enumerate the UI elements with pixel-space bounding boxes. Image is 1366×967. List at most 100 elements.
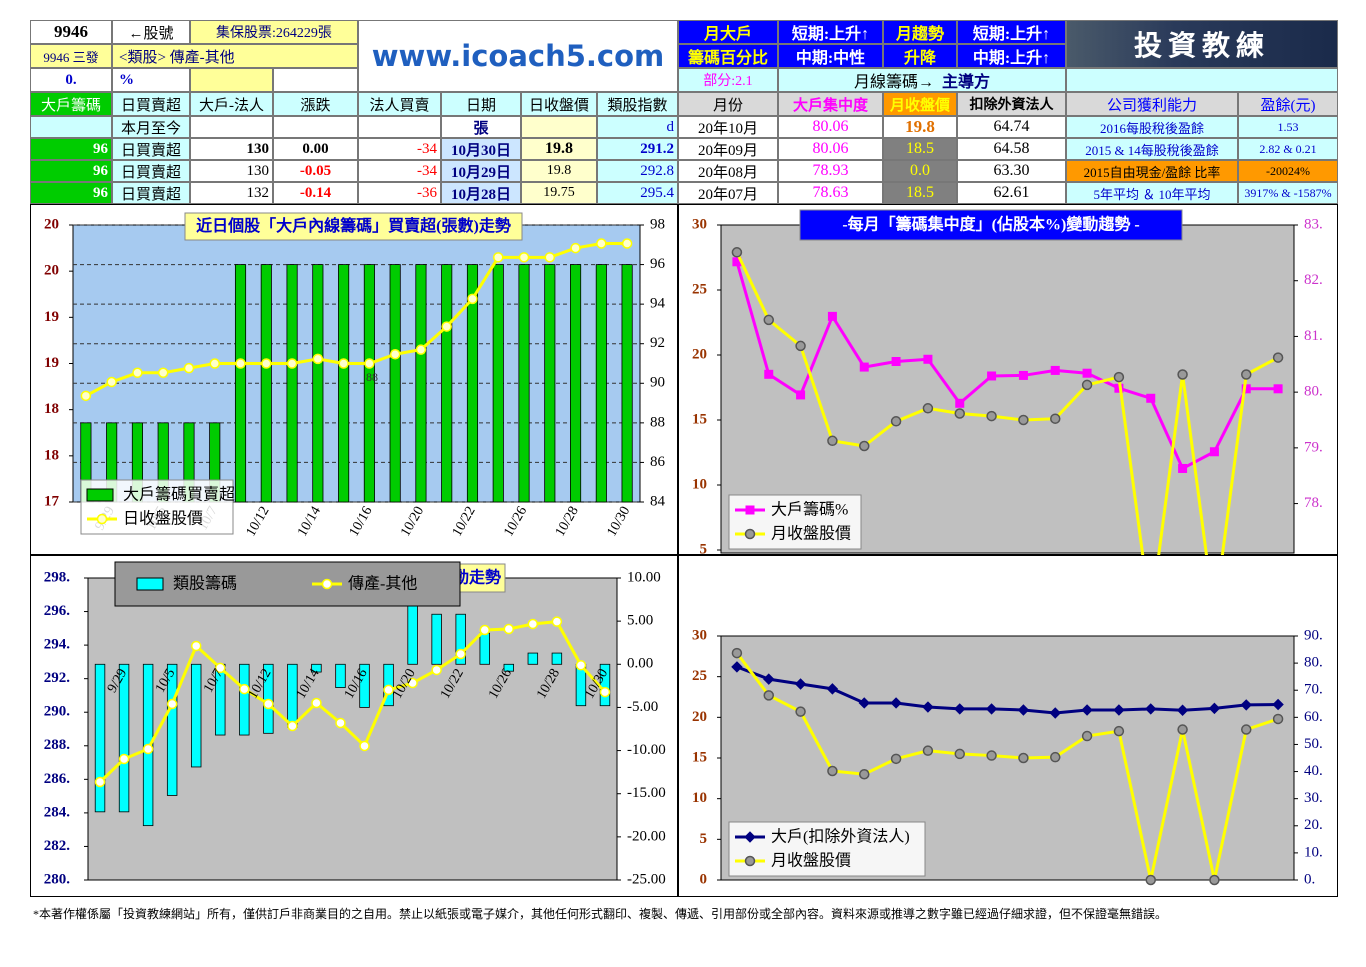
y-tick-label: 5	[700, 541, 708, 557]
legend-marker	[744, 855, 756, 867]
y2-tick-label: -5.00	[627, 699, 658, 715]
legend-label: 日收盤股價	[123, 510, 203, 528]
dominant: 月線籌碼→ 主導方	[778, 68, 1066, 92]
data-point	[441, 321, 452, 332]
column-header: 盈餘(元)	[1238, 92, 1338, 116]
table-cell: 64.74	[957, 116, 1066, 138]
data-point	[1050, 413, 1061, 424]
y-tick-label: 18	[44, 447, 59, 463]
chart-title: -每月「籌碼集中度」(佔股本%)變動趨勢 -	[842, 215, 1139, 234]
series-line	[98, 620, 607, 784]
data-point	[891, 357, 901, 366]
data-point	[1018, 752, 1029, 764]
data-point	[503, 623, 515, 635]
y2-tick-label: 0.00	[627, 656, 653, 672]
data-point	[544, 252, 556, 263]
data-point	[1272, 713, 1284, 725]
bar	[621, 264, 633, 503]
table-cell: 2015 & 14每股稅後盈餘	[1066, 138, 1238, 160]
column-header: 月收盤價	[883, 92, 957, 116]
bar	[311, 663, 322, 673]
stock-id: 9946	[30, 20, 112, 44]
legend-marker	[321, 578, 333, 590]
legend-box	[728, 494, 862, 550]
table-cell: 130	[190, 138, 273, 160]
pct-value: 0.	[30, 68, 112, 92]
data-point	[1273, 384, 1283, 394]
table-cell: d	[597, 116, 678, 138]
data-point	[599, 686, 611, 698]
data-point	[1208, 702, 1221, 715]
blank	[190, 68, 273, 92]
y2-tick-label: -10.00	[627, 742, 666, 758]
title-box	[184, 212, 523, 241]
logo: 投資教練	[1066, 20, 1338, 68]
y2-tick-label: -20.00	[627, 828, 666, 844]
table-cell: 張	[441, 116, 521, 138]
y-tick-label: 25	[692, 281, 707, 297]
y-tick-label: 294.	[44, 637, 71, 653]
data-point	[1113, 704, 1125, 716]
table-cell: 20年09月	[678, 138, 778, 160]
data-point	[261, 358, 272, 369]
data-point	[338, 358, 349, 369]
table-cell: 64.58	[957, 138, 1066, 160]
site: www.icoach5.com	[358, 20, 678, 92]
legend-label: 大戶籌碼%	[771, 501, 848, 519]
y-tick-label: 10	[692, 476, 707, 492]
data-point	[955, 398, 965, 408]
y-tick-label: 19	[44, 355, 59, 371]
y-tick-label: 20	[44, 263, 59, 279]
data-point	[859, 769, 870, 780]
data-point	[1241, 369, 1252, 380]
y-tick-label: 286.	[44, 771, 71, 787]
table-cell: 20年07月	[678, 182, 778, 204]
table-cell: 3917% & -1587%	[1238, 182, 1338, 204]
table-cell: 19.8	[883, 116, 957, 138]
bar	[431, 613, 442, 665]
data-point	[596, 238, 607, 249]
sector: <類股> 傳產-其他	[112, 44, 358, 68]
y-tick-label: 298.	[44, 569, 71, 585]
y-tick-label: 20	[44, 216, 59, 232]
bar	[363, 264, 375, 503]
y2-tick-label: 96	[650, 256, 666, 272]
chart-panel: 0 5 10 15 20 25 30 0. 10. 20. 30. 40. 50. 60. 70. 80. 90…	[678, 555, 1338, 897]
y2-tick-label: 90	[650, 375, 665, 391]
data-point	[166, 698, 178, 710]
data-point	[80, 390, 92, 402]
column-header: 類股指數	[597, 92, 678, 116]
table-cell: 20年10月	[678, 116, 778, 138]
y2-tick-label: -25.00	[627, 871, 666, 887]
table-cell: 2015自由現金/盈餘 比率	[1066, 160, 1238, 182]
bar	[359, 663, 370, 708]
y-tick-label: 20	[692, 709, 707, 725]
data-point	[263, 698, 274, 710]
data-point	[922, 701, 934, 713]
y-tick-label: 284.	[44, 804, 71, 820]
bar	[286, 264, 298, 503]
y2-tick-label: 88	[650, 414, 665, 430]
column-header: 日期	[441, 92, 521, 116]
y2-tick-label: 70.	[1304, 682, 1323, 698]
data-point	[1145, 874, 1156, 886]
data-point	[985, 703, 998, 715]
bar	[492, 264, 504, 503]
y-tick-label: 296.	[44, 603, 71, 619]
bar	[518, 264, 530, 503]
bar	[312, 264, 324, 503]
data-point	[527, 618, 539, 630]
legend-swatch	[136, 577, 164, 591]
table-cell: 292.8	[597, 160, 678, 182]
data-point	[1209, 874, 1220, 886]
legend-label: 月收盤股價	[771, 525, 851, 543]
legend-label: 類股籌碼	[173, 575, 237, 593]
data-point	[1177, 369, 1188, 380]
table-cell: 62.61	[957, 182, 1066, 204]
table-cell: 80.06	[778, 138, 883, 160]
legend-marker	[744, 528, 756, 540]
data-point	[1178, 463, 1188, 473]
table-cell: -0.05	[273, 160, 358, 182]
